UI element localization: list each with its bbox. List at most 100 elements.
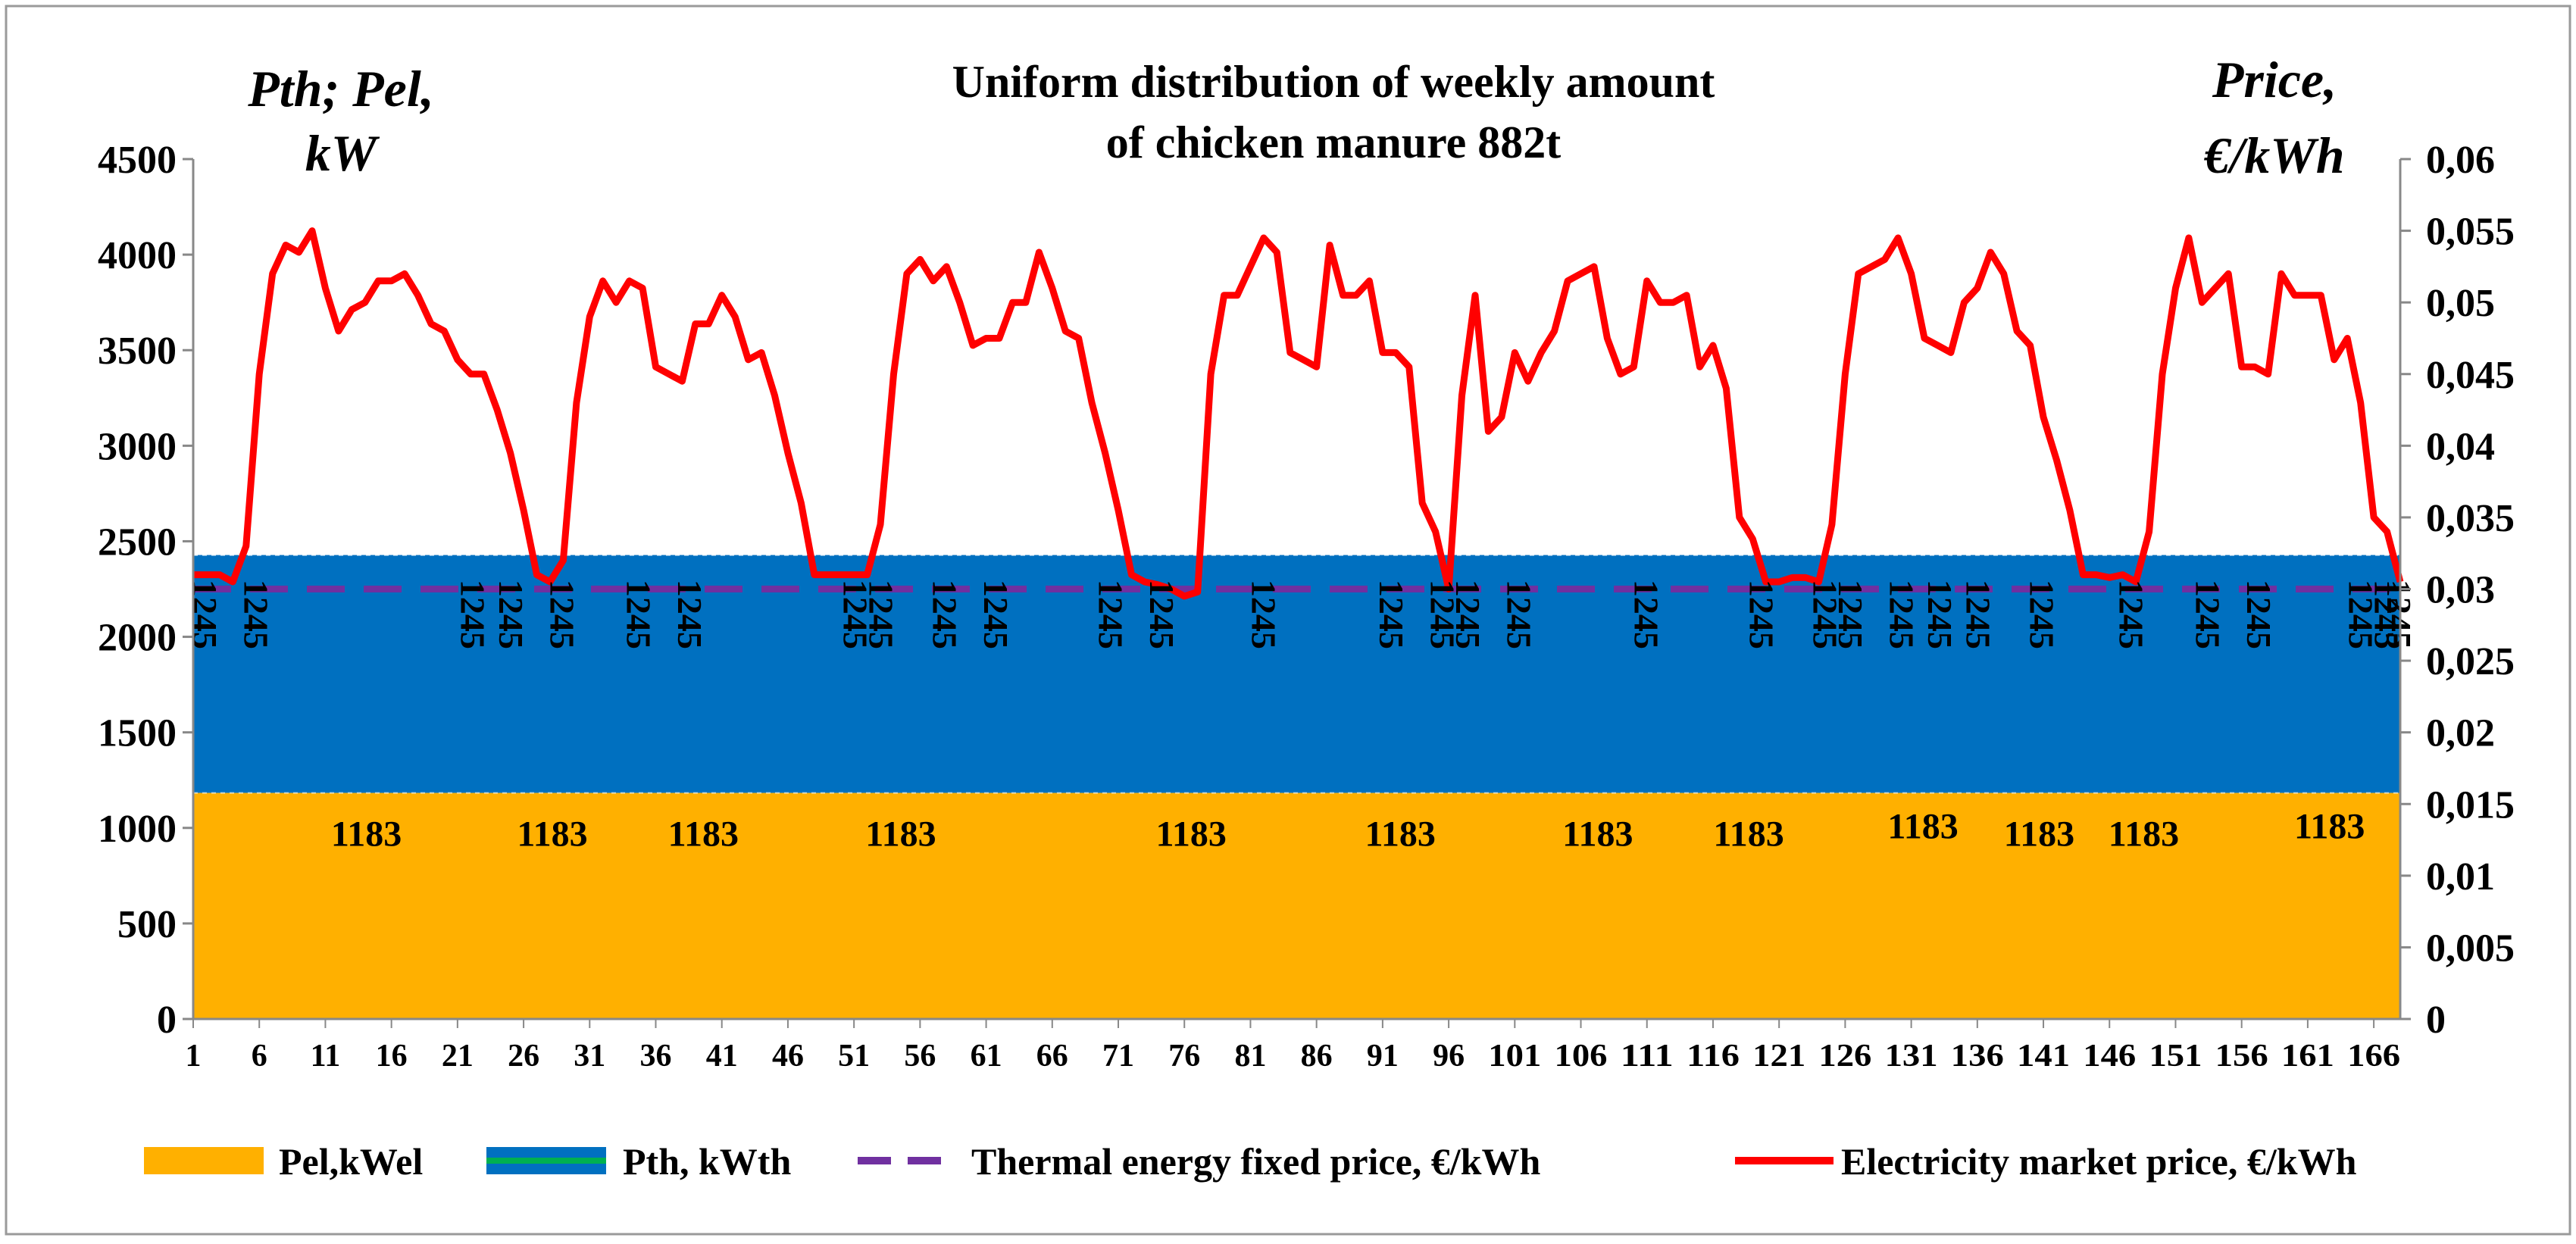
left-tick-label: 2500: [98, 520, 177, 564]
right-tick-label: 0: [2426, 999, 2446, 1042]
pel-data-label: 1183: [1713, 814, 1784, 855]
x-tick-label: 116: [1687, 1039, 1740, 1074]
pth-data-label: 1245: [1499, 580, 1538, 649]
x-tick-label: 51: [838, 1039, 870, 1074]
left-axis-label-line-2: kW: [305, 124, 380, 182]
x-tick-label: 6: [252, 1039, 267, 1074]
x-tick-label: 26: [508, 1039, 539, 1074]
x-tick-label: 106: [1555, 1039, 1608, 1074]
right-tick-label: 0,02: [2426, 712, 2495, 755]
x-tick-label: 96: [1433, 1039, 1465, 1074]
pth-data-label: 1245: [1245, 580, 1283, 649]
x-tick-label: 11: [311, 1039, 341, 1074]
x-tick-label: 31: [574, 1039, 605, 1074]
pth-data-label: 1245: [492, 580, 530, 649]
right-axis-label-line-1: Price,: [2212, 51, 2337, 108]
x-tick-label: 16: [376, 1039, 408, 1074]
x-tick-label: 161: [2281, 1039, 2334, 1074]
x-tick-label: 56: [904, 1039, 936, 1074]
pel-data-label: 1183: [1156, 814, 1227, 855]
legend-electricity-label: Electricity market price, €/kWh: [1841, 1140, 2357, 1183]
pel-data-label: 1183: [2004, 814, 2074, 855]
pth-data-label: 1245: [2112, 580, 2151, 649]
chart-title-line-1: Uniform distribution of weekly amount: [952, 57, 1715, 107]
pth-data-label: 1245: [236, 580, 275, 649]
legend-pel-label: Pel,kWel: [279, 1140, 423, 1183]
pth-data-label: 1245: [543, 580, 582, 649]
legend: Pel,kWel Pth, kWth Thermal energy fixed …: [144, 1140, 2357, 1183]
pel-data-label: 1183: [331, 814, 402, 855]
right-tick-label: 0,01: [2426, 855, 2495, 899]
pth-data-label: 1245: [1805, 580, 1844, 649]
x-tick-label: 131: [1885, 1039, 1938, 1074]
x-tick-label: 166: [2347, 1039, 2400, 1074]
left-tick-label: 2000: [98, 617, 177, 660]
left-tick-label: 1000: [98, 808, 177, 851]
electricity-price-line: [193, 227, 2404, 600]
x-tick-label: 1: [186, 1039, 202, 1074]
pth-data-label: 1245: [620, 580, 658, 649]
pth-data-label: 1245: [836, 580, 875, 649]
pth-data-label: 1245: [861, 580, 900, 649]
x-tick-label: 76: [1168, 1039, 1200, 1074]
pth-data-label: 1245: [1883, 580, 1921, 649]
x-tick-label: 81: [1234, 1039, 1266, 1074]
x-tick-label: 71: [1102, 1039, 1134, 1074]
x-tick-label: 91: [1367, 1039, 1399, 1074]
x-tick-label: 136: [1951, 1039, 2004, 1074]
x-tick-label: 101: [1488, 1039, 1541, 1074]
left-tick-label: 3000: [98, 425, 177, 468]
x-tick-label: 86: [1301, 1039, 1333, 1074]
pth-area: [193, 555, 2400, 793]
right-tick-label: 0,055: [2426, 211, 2515, 254]
pth-data-label: 1245: [1092, 580, 1130, 649]
pth-data-label: 1245: [1921, 580, 1959, 649]
pel-data-label: 1183: [1365, 814, 1436, 855]
left-tick-label: 4000: [98, 234, 177, 277]
left-tick-label: 1500: [98, 712, 177, 755]
pth-data-label: 1245: [1627, 580, 1666, 649]
pel-data-label: 1183: [1887, 807, 1958, 847]
right-tick-label: 0,045: [2426, 354, 2515, 397]
pel-data-label: 1183: [668, 814, 739, 855]
pth-data-label: 1245: [1449, 580, 1487, 649]
pel-data-label: 1183: [865, 814, 936, 855]
left-tick-label: 4500: [98, 139, 177, 182]
pel-data-label: 1183: [1562, 814, 1633, 855]
right-tick-label: 0,03: [2426, 569, 2495, 612]
pth-data-label: 1245: [2023, 580, 2062, 649]
right-tick-label: 0,06: [2426, 139, 2495, 182]
x-tick-label: 126: [1818, 1039, 1871, 1074]
x-tick-label: 36: [640, 1039, 672, 1074]
left-tick-label: 500: [117, 903, 177, 946]
pel-data-label: 1183: [517, 814, 587, 855]
pel-area: [193, 792, 2400, 1019]
legend-pth-label: Pth, kWth: [623, 1140, 791, 1183]
pth-data-label: 1245: [926, 580, 964, 649]
x-tick-label: 111: [1621, 1039, 1674, 1074]
pth-data-label: 1245: [2189, 580, 2227, 649]
x-tick-label: 61: [971, 1039, 1002, 1074]
right-tick-label: 0,015: [2426, 783, 2515, 827]
x-tick-label: 41: [706, 1039, 738, 1074]
pth-data-label: 1245: [1423, 580, 1462, 649]
x-tick-label: 46: [772, 1039, 804, 1074]
pth-data-label: 1245: [186, 580, 224, 649]
right-tick-label: 0,025: [2426, 640, 2515, 683]
x-tick-label: 141: [2017, 1039, 2070, 1074]
legend-pel-swatch: [144, 1147, 264, 1174]
right-tick-label: 0,04: [2426, 425, 2495, 468]
pth-data-label: 1245: [1831, 580, 1870, 649]
left-tick-label: 3500: [98, 330, 177, 373]
pth-data-label: 1245: [1742, 580, 1780, 649]
x-tick-label: 66: [1036, 1039, 1068, 1074]
pth-data-label: 1245: [1372, 580, 1411, 649]
right-tick-label: 0,005: [2426, 927, 2515, 970]
x-tick-label: 151: [2149, 1039, 2202, 1074]
legend-pth-swatch-line: [486, 1158, 606, 1164]
chart-title-line-2: of chicken manure 882t: [1106, 117, 1562, 167]
pth-data-label: 1245: [977, 580, 1015, 649]
left-axis-label-line-1: Pth; Pel,: [247, 60, 434, 117]
